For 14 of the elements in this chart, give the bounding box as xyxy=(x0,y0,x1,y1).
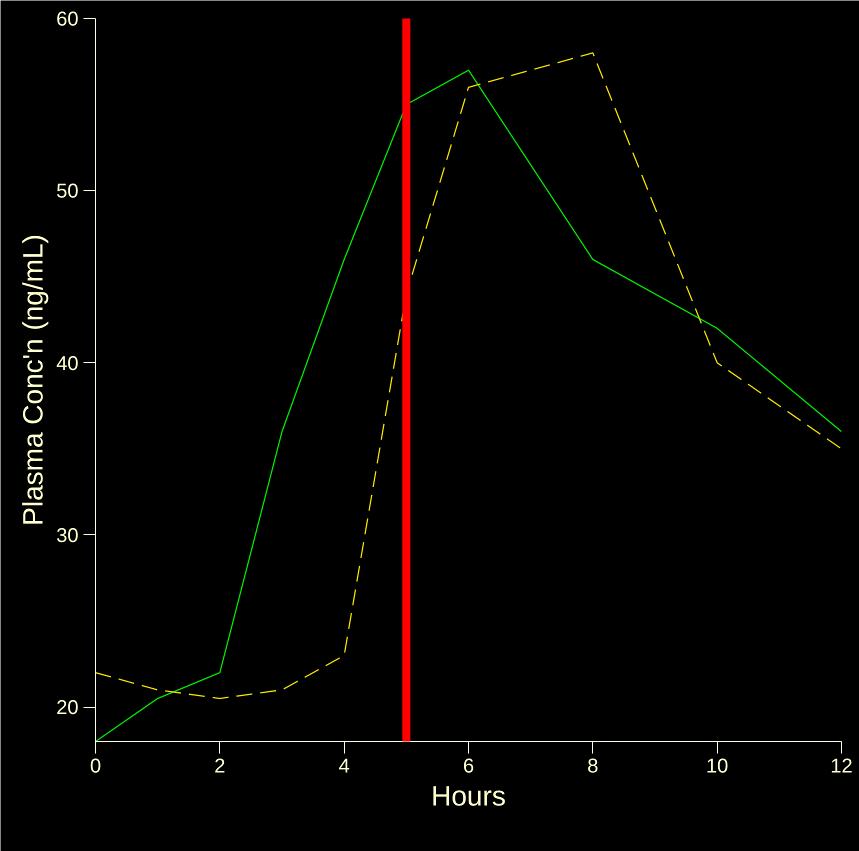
x-tick-label: 2 xyxy=(214,756,226,778)
y-axis-title: Plasma Conc'n (ng/mL) xyxy=(17,234,48,526)
x-tick-label: 0 xyxy=(90,756,102,778)
x-tick-label: 10 xyxy=(706,756,728,778)
x-axis-title: Hours xyxy=(431,780,506,812)
x-tick-label: 6 xyxy=(462,756,474,778)
y-tick-label: 40 xyxy=(56,352,79,375)
y-tick-label: 20 xyxy=(56,697,79,720)
x-tick-label: 12 xyxy=(830,756,853,778)
x-tick-label: 4 xyxy=(338,756,350,778)
y-tick-label: 30 xyxy=(56,524,79,547)
y-tick-label: 60 xyxy=(56,8,79,30)
y-tick-label: 50 xyxy=(56,180,79,203)
x-tick-label: 8 xyxy=(587,756,598,778)
